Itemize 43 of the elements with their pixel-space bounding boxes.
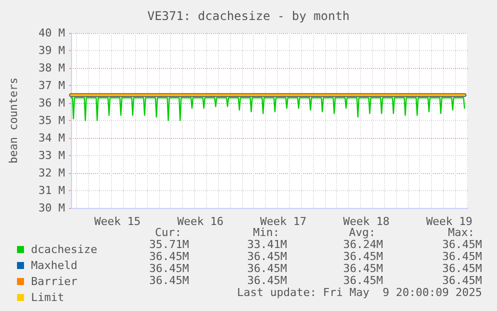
text: 36.45M (247, 262, 288, 275)
x-tick-label: Week 19 (426, 215, 472, 228)
y-tick-label: 37 M (38, 79, 66, 92)
text: Last update: Fri May 9 20:00:09 2025 (236, 286, 482, 299)
legend-label: Barrier (31, 275, 78, 288)
legend-label: Maxheld (31, 259, 78, 272)
text: 36.45M (442, 262, 482, 275)
y-tick-label: 30 M (38, 202, 66, 214)
text: 36.45M (343, 250, 384, 263)
y-tick-label: 33 M (38, 149, 66, 162)
x-tick-label: Week 16 (177, 215, 224, 228)
text: 36.45M (149, 250, 190, 263)
text: 36.45M (442, 238, 482, 251)
x-tick-label: Week 15 (94, 215, 141, 228)
text: 33.41M (247, 238, 288, 251)
y-tick-label: 34 M (38, 132, 66, 144)
x-tick-label: Week 18 (343, 215, 390, 228)
text: Avg: (349, 226, 376, 239)
y-tick-label: 40 M (38, 26, 66, 40)
text: Cur: (155, 226, 182, 239)
legend-label: dcachesize (31, 243, 98, 256)
text: 36.45M (247, 250, 288, 263)
text: 36.45M (247, 274, 288, 287)
y-tick-label: 38 M (38, 62, 66, 74)
text: 36.45M (442, 274, 482, 287)
y-axis-title: bean counters (7, 77, 20, 164)
text: 36.45M (149, 274, 190, 287)
text: 36.45M (343, 274, 384, 287)
text: 35.71M (149, 238, 190, 251)
y-tick-label: 35 M (38, 114, 66, 127)
chart-title: VE371: dcachesize - by month (147, 9, 350, 23)
legend-label: Limit (31, 291, 64, 304)
text: Max: (448, 226, 474, 239)
text: Min: (253, 226, 280, 239)
y-tick-label: 36 M (38, 96, 66, 110)
y-tick-label: 39 M (38, 44, 66, 57)
y-tick-label: 32 M (38, 166, 66, 180)
x-tick-label: Week 17 (260, 215, 307, 228)
y-tick-label: 31 M (38, 184, 66, 197)
text: 36.45M (343, 262, 384, 275)
text: 36.45M (149, 262, 190, 275)
text: 36.24M (343, 238, 384, 251)
text: 36.45M (442, 250, 482, 263)
